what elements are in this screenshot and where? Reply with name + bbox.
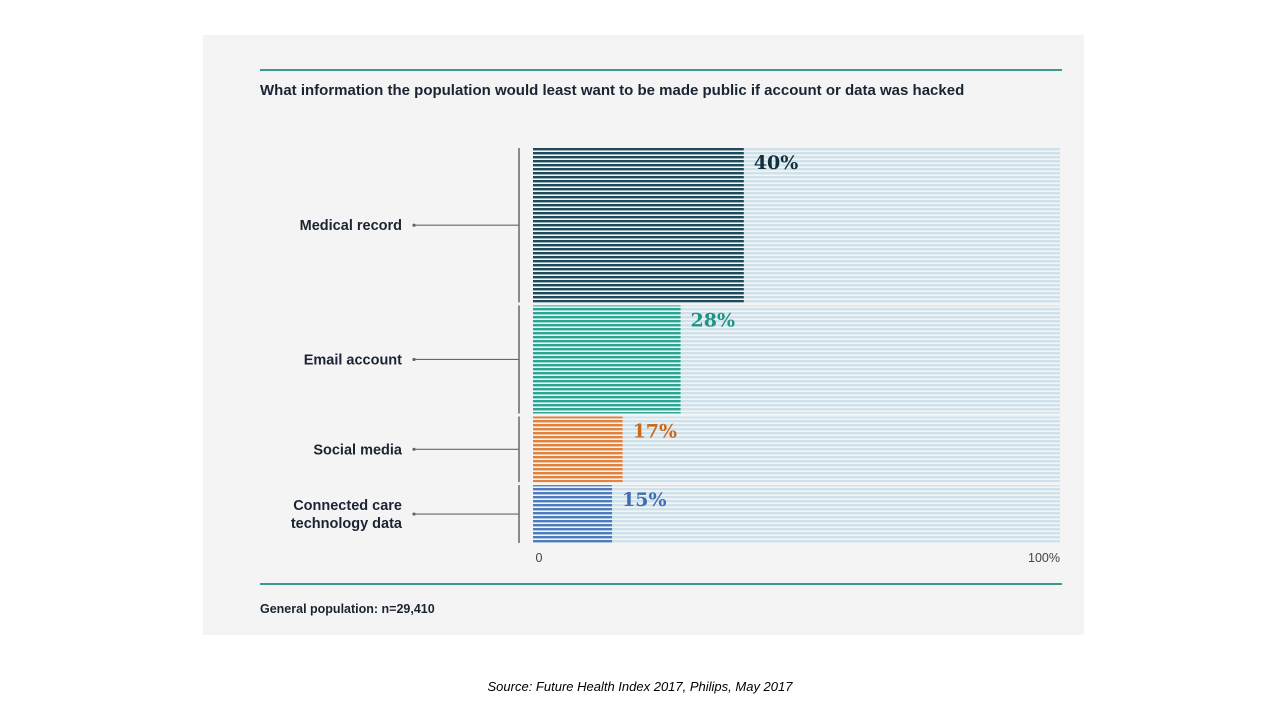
category-label-medical-record: Medical record <box>300 218 402 234</box>
connector-dot-email-account <box>412 357 416 362</box>
category-label-connected-care-data-line-1: Connected care <box>293 498 402 514</box>
value-label-social-media: 17% <box>633 420 678 442</box>
bar-email-account <box>533 305 681 414</box>
bar-medical-record <box>533 148 744 303</box>
connector-dot-connected-care-data <box>412 512 416 516</box>
x-tick-min: 0 <box>536 551 543 565</box>
value-label-email-account: 28% <box>691 309 736 331</box>
chart-title: What information the population would le… <box>260 82 965 99</box>
top-rule <box>260 69 1062 71</box>
bottom-rule <box>260 583 1062 585</box>
bar-connected-care-data <box>533 485 613 543</box>
value-label-medical-record: 40% <box>754 152 799 174</box>
category-label-email-account: Email account <box>304 352 402 368</box>
sample-size-footnote: General population: n=29,410 <box>260 602 435 616</box>
source-citation: Source: Future Health Index 2017, Philip… <box>487 679 793 694</box>
connector-dot-medical-record <box>412 223 416 227</box>
connector-dot-social-media <box>412 447 416 451</box>
x-tick-max: 100% <box>1028 551 1060 565</box>
value-label-connected-care-data: 15% <box>622 489 667 511</box>
bar-social-media <box>533 416 623 483</box>
category-label-connected-care-data-line-2: technology data <box>291 516 403 532</box>
category-label-social-media: Social media <box>313 442 403 458</box>
bar-background-connected-care-data <box>533 485 1060 543</box>
